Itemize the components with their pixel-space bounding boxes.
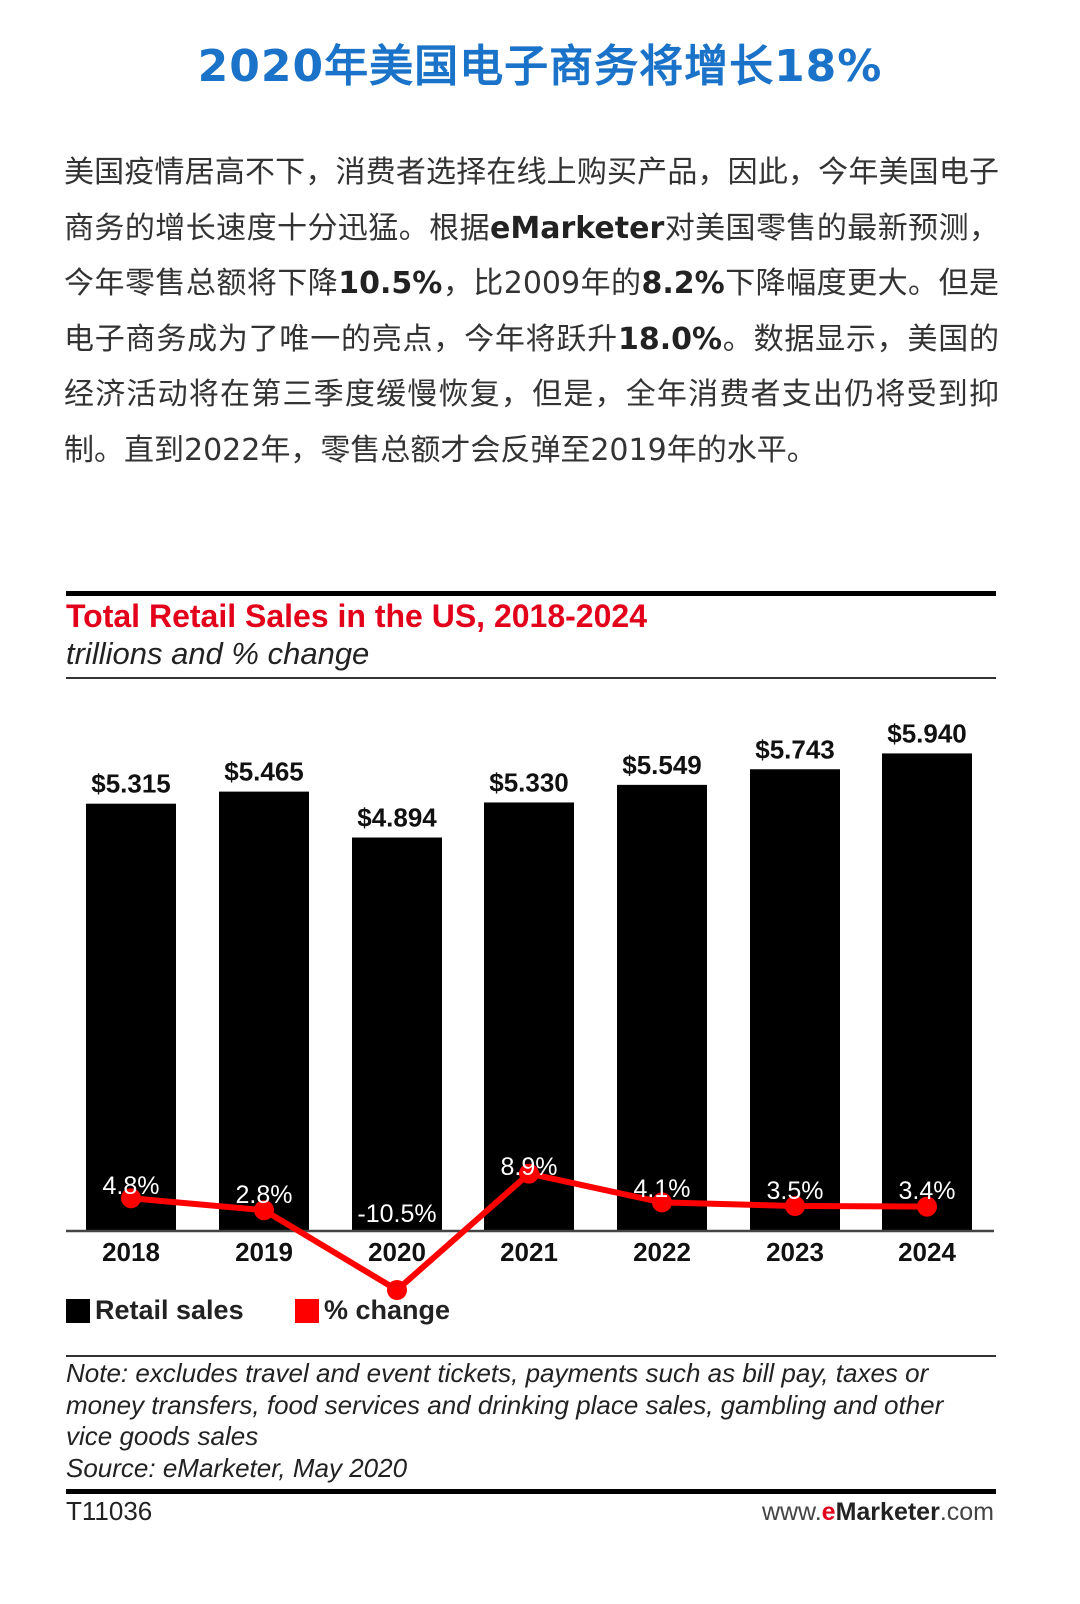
article-highlight: 8.2%	[641, 266, 725, 301]
percent-change-label: 3.4%	[899, 1177, 956, 1205]
article-paragraph: 美国疫情居高不下，消费者选择在线上购买产品，因此，今年美国电子商务的增长速度十分…	[64, 145, 999, 478]
site-prefix: www.	[761, 1498, 822, 1526]
bar-value-label: $5.330	[489, 767, 569, 797]
article-highlight: 10.5%	[338, 266, 443, 301]
site-brand-rest: Marketer	[835, 1498, 940, 1526]
site-credit: www.eMarketer.com	[762, 1498, 994, 1527]
chart-note: Note: excludes travel and event tickets,…	[66, 1358, 944, 1451]
percent-change-point	[785, 1196, 805, 1216]
chart-id: T11036	[66, 1496, 153, 1526]
x-tick-label: 2024	[898, 1237, 956, 1267]
percent-change-point	[387, 1280, 407, 1300]
percent-change-label: 4.1%	[634, 1175, 691, 1203]
site-brand-e: e	[821, 1498, 836, 1526]
x-tick-label: 2023	[766, 1237, 824, 1267]
chart-note-rule	[66, 1355, 996, 1357]
headline: 2020年美国电子商务将增长18%	[197, 41, 883, 92]
percent-change-point	[254, 1200, 274, 1221]
percent-change-point	[121, 1188, 141, 1209]
legend-item-percent-change: % change	[295, 1295, 450, 1326]
x-tick-label: 2020	[368, 1237, 426, 1267]
percent-change-point	[917, 1196, 937, 1217]
percent-change-label: -10.5%	[357, 1200, 436, 1228]
bar-2019	[219, 791, 309, 1231]
article-highlight: eMarketer	[490, 210, 665, 246]
article-highlight: 18.0%	[617, 321, 723, 357]
article-text: 。数据显示，美国的经济活动将在第三季度缓慢恢复，但是，全年消费者支出仍将受到抑制…	[64, 321, 1000, 468]
article-text: 美国疫情居高不下，消费者选择在线上购买产品，因此，今年美国电子商务的增长速度十分…	[64, 155, 999, 246]
x-tick-label: 2019	[235, 1237, 293, 1267]
bar-2022	[617, 784, 707, 1231]
bar-value-label: $5.549	[622, 750, 702, 780]
bar-value-label: $5.315	[91, 769, 171, 799]
legend-item-retail-sales: Retail sales	[66, 1295, 244, 1326]
percent-change-point	[652, 1192, 672, 1213]
article-text: 下降幅度更大。但是电子商务成为了唯一的亮点，今年将跃升	[64, 266, 999, 357]
bar-value-label: $5.743	[755, 734, 835, 764]
percent-change-label: 2.8%	[236, 1181, 293, 1209]
legend-swatch-retail-sales	[66, 1298, 90, 1323]
chart-title: Total Retail Sales in the US, 2018-2024	[66, 598, 647, 634]
x-tick-label: 2018	[102, 1237, 160, 1267]
bar-2021	[484, 802, 574, 1231]
bar-value-label: $5.465	[224, 757, 304, 787]
x-tick-label: 2022	[633, 1237, 691, 1267]
legend-swatch-percent-change	[295, 1298, 319, 1323]
bar-2023	[750, 769, 840, 1231]
chart-bottom-rule	[66, 1489, 996, 1494]
site-suffix: .com	[939, 1498, 994, 1526]
article-text: ，比2009年的	[442, 266, 642, 301]
bar-value-label: $5.940	[887, 718, 967, 748]
percent-change-label: 4.8%	[103, 1172, 160, 1200]
chart-source: Source: eMarketer, May 2020	[66, 1453, 408, 1483]
percent-change-label: 8.9%	[501, 1153, 558, 1181]
article-text: 对美国零售的最新预测，今年零售总额将下降	[64, 210, 1000, 302]
chart-top-rule	[66, 591, 996, 596]
percent-change-label: 3.5%	[767, 1177, 824, 1205]
legend-label-percent-change: % change	[324, 1295, 451, 1325]
bar-2018	[86, 803, 176, 1231]
bar-value-label: $4.894	[357, 803, 437, 833]
chart-subtitle: trillions and % change	[66, 636, 370, 671]
percent-change-point	[519, 1163, 539, 1184]
bar-2020	[352, 837, 442, 1231]
chart-header-rule	[66, 677, 996, 679]
x-tick-label: 2021	[500, 1237, 558, 1267]
legend-label-retail-sales: Retail sales	[95, 1295, 244, 1325]
bar-2024	[882, 753, 972, 1231]
